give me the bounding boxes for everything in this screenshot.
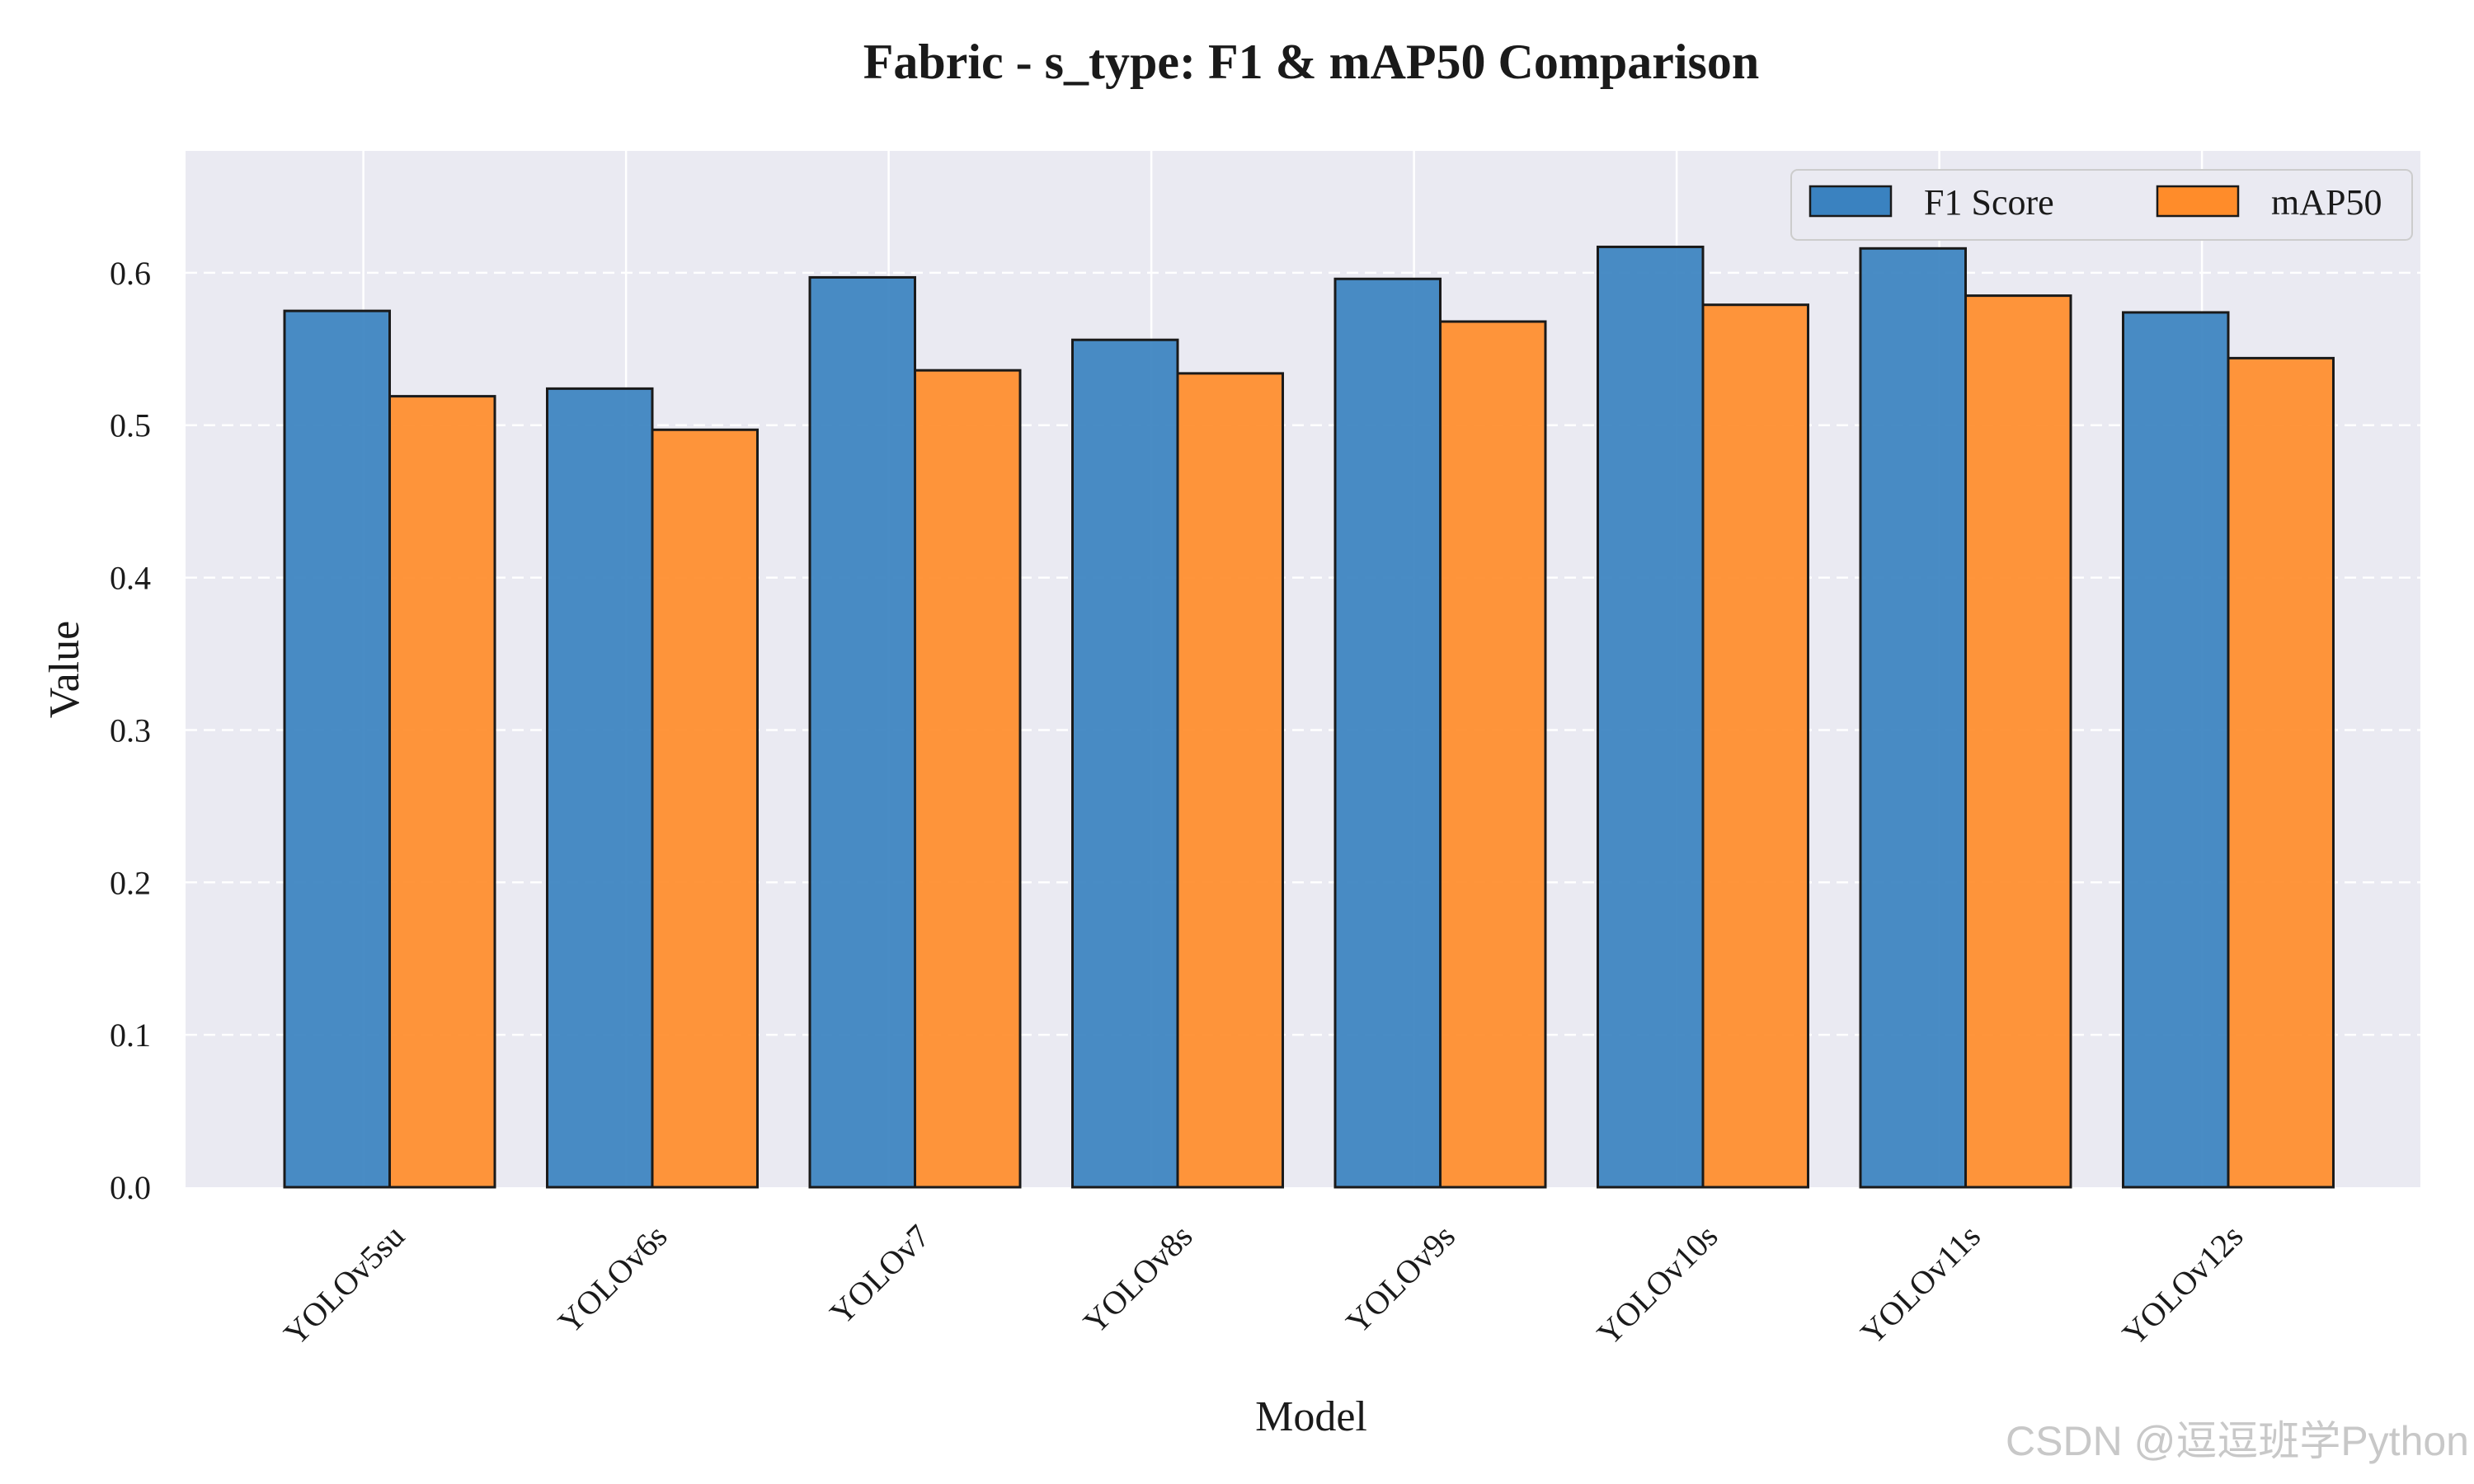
bar-f1-score	[1597, 245, 1705, 1189]
y-tick-label: 0.4	[110, 560, 151, 597]
bar-map50	[2227, 356, 2335, 1189]
bar-map50	[1701, 303, 1809, 1189]
legend-swatch-map50	[2156, 185, 2240, 218]
y-tick-label: 0.1	[110, 1017, 151, 1054]
bar-f1-score	[1333, 277, 1442, 1189]
bar-map50	[388, 395, 496, 1189]
bar-f1-score	[1859, 247, 1967, 1189]
legend[interactable]: F1 Score mAP50	[1790, 169, 2413, 241]
x-tick-label: YOLOv7	[822, 1218, 937, 1332]
bar-f1-score	[2122, 311, 2230, 1189]
x-axis-label: Model	[1255, 1393, 1367, 1440]
x-tick-label: YOLOv11s	[1853, 1218, 1987, 1352]
y-axis-label: Value	[41, 621, 88, 718]
legend-label-f1-score: F1 Score	[1924, 182, 2054, 223]
bars	[283, 245, 2335, 1189]
bar-map50	[914, 369, 1022, 1189]
bar-f1-score	[283, 309, 391, 1189]
chart-title: Fabric - s_type: F1 & mAP50 Comparison	[863, 35, 1760, 89]
bar-map50	[1439, 320, 1547, 1189]
x-tick-label: YOLOv5su	[276, 1218, 412, 1353]
bar-f1-score	[1071, 338, 1179, 1189]
x-tick-label: YOLOv8s	[1076, 1218, 1200, 1341]
x-tick-label: YOLOv10s	[1590, 1218, 1725, 1353]
y-tick-label: 0.6	[110, 255, 151, 292]
legend-frame	[1790, 169, 2413, 241]
bar-map50	[1176, 372, 1284, 1189]
x-tick-label: YOLOv6s	[551, 1218, 675, 1341]
y-tick-label: 0.2	[110, 864, 151, 901]
x-tick-label: YOLOv12s	[2115, 1218, 2251, 1353]
watermark: CSDN @逗逗班学Python	[2006, 1418, 2469, 1464]
bar-f1-score	[808, 275, 916, 1189]
y-tick-label: 0.3	[110, 711, 151, 749]
x-tick-label: YOLOv9s	[1338, 1218, 1462, 1341]
bar-map50	[651, 428, 759, 1189]
y-tick-label: 0.0	[110, 1169, 151, 1206]
x-ticks: YOLOv5su YOLOv6s YOLOv7 YOLOv8s YOLOv9s YOLOv…	[276, 1218, 2250, 1353]
plot-area	[186, 151, 2420, 1187]
y-ticks: 0.0 0.1 0.2 0.3 0.4 0.5 0.6	[110, 255, 151, 1206]
bar-map50	[1964, 294, 2072, 1189]
bar-f1-score	[546, 387, 654, 1189]
legend-swatch-f1-score	[1808, 185, 1893, 218]
legend-label-map50: mAP50	[2271, 182, 2382, 223]
y-tick-label: 0.5	[110, 407, 151, 444]
